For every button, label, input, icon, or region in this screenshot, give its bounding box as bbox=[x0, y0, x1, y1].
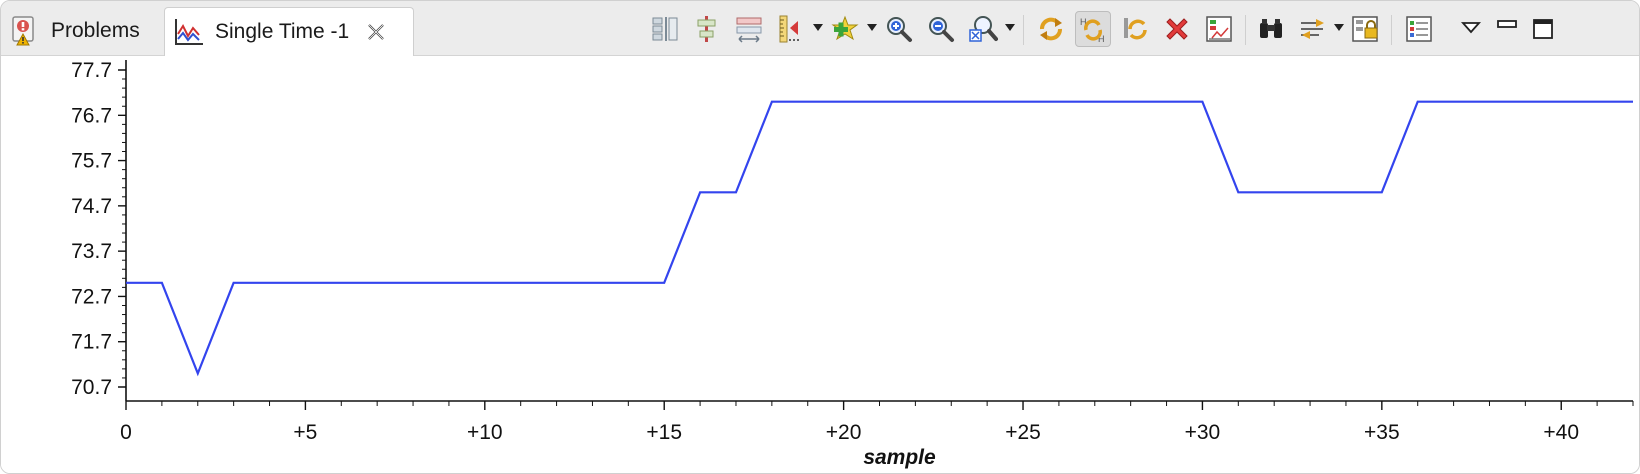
view-menu-icon[interactable] bbox=[1453, 11, 1489, 47]
tab-single-time[interactable]: Single Time -1 bbox=[164, 7, 414, 56]
filter-dropdown-arrow[interactable] bbox=[1334, 24, 1344, 31]
x-tick-label: +25 bbox=[1005, 421, 1041, 444]
time-chart-icon bbox=[173, 16, 205, 48]
line-chart[interactable]: 70.7 71.7 72.7 73.7 74.7 75.7 76.7 77.7 0 +5 +10 +1… bbox=[1, 56, 1640, 474]
toolbar-separator bbox=[1391, 15, 1392, 45]
chart-properties-icon[interactable] bbox=[1201, 11, 1237, 47]
minimize-icon[interactable] bbox=[1489, 11, 1525, 47]
problems-icon bbox=[9, 15, 41, 47]
toolbar-separator bbox=[1023, 15, 1024, 45]
stretch-layout-icon[interactable] bbox=[731, 11, 767, 47]
lock-icon[interactable] bbox=[1347, 11, 1383, 47]
add-series-dropdown-arrow[interactable] bbox=[867, 24, 877, 31]
svg-text:H: H bbox=[1080, 17, 1087, 27]
layout-columns-icon[interactable] bbox=[647, 11, 683, 47]
tab-bar: Problems Single Time -1 bbox=[1, 1, 1639, 56]
y-tick-label: 75.7 bbox=[71, 150, 112, 173]
x-tick-label: +10 bbox=[467, 421, 503, 444]
zoom-select-icon[interactable] bbox=[965, 11, 1001, 47]
x-tick-label: +35 bbox=[1364, 421, 1400, 444]
y-tick-label: 77.7 bbox=[71, 59, 112, 82]
y-tick-label: 74.7 bbox=[71, 195, 112, 218]
x-tick-label: +5 bbox=[293, 421, 317, 444]
toolbar-separator bbox=[1245, 15, 1246, 45]
close-tab-icon[interactable] bbox=[365, 21, 387, 43]
refresh-icon[interactable] bbox=[1033, 11, 1069, 47]
chart-area: 70.7 71.7 72.7 73.7 74.7 75.7 76.7 77.7 0 +5 +10 +1… bbox=[1, 56, 1640, 474]
tab-problems-label: Problems bbox=[51, 19, 140, 42]
y-tick-label: 72.7 bbox=[71, 285, 112, 308]
add-series-icon[interactable] bbox=[827, 11, 863, 47]
y-tick-label: 76.7 bbox=[71, 104, 112, 127]
x-axis-title: sample bbox=[863, 446, 936, 469]
x-tick-label: +15 bbox=[646, 421, 682, 444]
svg-text:H: H bbox=[1098, 34, 1105, 44]
center-align-icon[interactable] bbox=[689, 11, 725, 47]
series-line-0[interactable] bbox=[126, 100, 1633, 377]
tab-single-time-label: Single Time -1 bbox=[215, 20, 350, 43]
marker-dropdown-arrow[interactable] bbox=[813, 24, 823, 31]
filter-arrows-icon[interactable] bbox=[1295, 11, 1331, 47]
zoom-out-icon[interactable] bbox=[923, 11, 959, 47]
y-tick-label: 71.7 bbox=[71, 331, 112, 354]
binoculars-icon[interactable] bbox=[1253, 11, 1289, 47]
marker-ruler-icon[interactable] bbox=[773, 11, 809, 47]
delete-icon[interactable] bbox=[1159, 11, 1195, 47]
sync-vertical-icon[interactable] bbox=[1117, 11, 1153, 47]
x-tick-label: +30 bbox=[1185, 421, 1221, 444]
x-tick-label: +40 bbox=[1543, 421, 1579, 444]
y-tick-label: 70.7 bbox=[71, 376, 112, 399]
tab-problems[interactable]: Problems bbox=[1, 7, 163, 55]
y-tick-label: 73.7 bbox=[71, 240, 112, 263]
maximize-icon[interactable] bbox=[1525, 11, 1561, 47]
zoom-in-icon[interactable] bbox=[881, 11, 917, 47]
x-tick-label: 0 bbox=[120, 421, 132, 444]
x-tick-label: +20 bbox=[826, 421, 862, 444]
zoom-select-dropdown-arrow[interactable] bbox=[1005, 24, 1015, 31]
list-settings-icon[interactable] bbox=[1401, 11, 1437, 47]
